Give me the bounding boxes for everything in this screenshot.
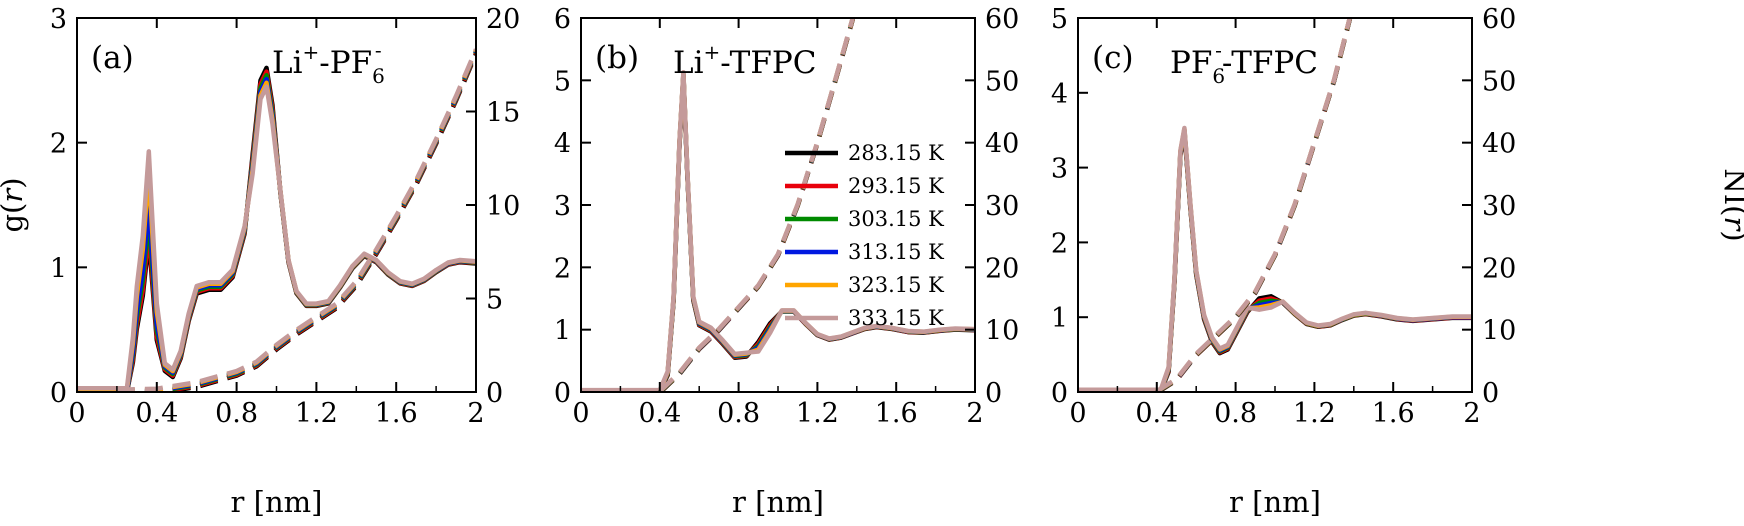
y-left-tick-label: 3: [554, 191, 571, 222]
ni-line-29315K: [116, 52, 476, 392]
legend-label: 303.15 K: [848, 207, 944, 231]
legend-label: 333.15 K: [848, 306, 944, 330]
x-tick-label: 2: [966, 398, 983, 429]
y-right-tick-label: 30: [985, 191, 1019, 222]
gr-line-33315K: [77, 84, 476, 391]
y-left-tick-label: 5: [554, 66, 571, 97]
x-tick-label: 2: [467, 398, 484, 429]
ni-line-32315K: [116, 49, 476, 392]
y-right-tick-label: 60: [1482, 4, 1516, 35]
panel-title: PF6--TFPC: [1170, 38, 1318, 88]
plot-area: [77, 48, 476, 392]
y-axis-label-right: NI(r): [1718, 168, 1744, 241]
y-right-tick-label: 10: [1482, 316, 1516, 347]
y-right-tick-label: 5: [486, 285, 503, 316]
gr-line-29315K: [581, 72, 975, 392]
ni-line-30315K: [116, 51, 476, 392]
x-tick-label: 0: [68, 398, 85, 429]
x-tick-label: 0: [572, 398, 589, 429]
plot-area: [1078, 18, 1472, 392]
gr-line-32315K: [581, 70, 975, 392]
panel-tag: (b): [595, 40, 639, 76]
panel-title: Li+-PF6-: [272, 38, 385, 88]
y-left-tick-label: 0: [554, 378, 571, 409]
panel-tag: (c): [1092, 40, 1134, 76]
y-left-tick-label: 1: [554, 316, 571, 347]
y-left-tick-label: 3: [50, 4, 67, 35]
legend-label: 313.15 K: [848, 240, 944, 264]
gr-line-29315K: [1078, 129, 1472, 392]
ni-line-33315K: [658, 18, 856, 392]
x-axis-label: r [nm]: [231, 485, 323, 519]
x-tick-label: 1.2: [1293, 398, 1336, 429]
x-tick-label: 1.2: [796, 398, 839, 429]
y-right-tick-label: 10: [985, 316, 1019, 347]
y-left-tick-label: 0: [50, 378, 67, 409]
y-left-tick-label: 6: [554, 4, 571, 35]
y-right-tick-label: 10: [486, 191, 520, 222]
y-left-tick-label: 5: [1051, 4, 1068, 35]
y-left-tick-label: 3: [1051, 154, 1068, 185]
x-tick-label: 0.4: [1135, 398, 1178, 429]
legend-label: 323.15 K: [848, 273, 944, 297]
y-right-tick-label: 15: [486, 98, 520, 129]
legend: 283.15 K 293.15 K 303.15 K 313.15 K 323.15 K…: [785, 141, 944, 330]
x-axis-label: r [nm]: [1229, 485, 1321, 519]
gr-line-30315K: [1078, 128, 1472, 392]
gr-line-28315K: [581, 73, 975, 392]
x-tick-label: 0.4: [638, 398, 681, 429]
x-tick-label: 0.8: [215, 398, 258, 429]
y-right-tick-label: 50: [985, 66, 1019, 97]
y-left-tick-label: 2: [50, 129, 67, 160]
y-right-tick-label: 20: [1482, 253, 1516, 284]
x-tick-label: 1.6: [1372, 398, 1415, 429]
x-tick-label: 2: [1463, 398, 1480, 429]
gr-line-28315K: [1078, 130, 1472, 392]
y-left-tick-label: 2: [554, 253, 571, 284]
y-left-tick-label: 1: [1051, 303, 1068, 334]
y-right-tick-label: 30: [1482, 191, 1516, 222]
gr-line-30315K: [581, 72, 975, 392]
y-right-tick-label: 40: [1482, 129, 1516, 160]
legend-label: 283.15 K: [848, 141, 944, 165]
y-left-tick-label: 4: [1051, 79, 1068, 110]
ni-line-33315K: [116, 48, 476, 392]
y-right-tick-label: 60: [985, 4, 1019, 35]
x-tick-label: 1.6: [875, 398, 918, 429]
y-left-tick-label: 1: [50, 253, 67, 284]
gr-line-33315K: [1078, 125, 1472, 392]
gr-line-33315K: [581, 69, 975, 392]
y-left-tick-label: 2: [1051, 228, 1068, 259]
ni-line-33315K: [1155, 18, 1353, 392]
x-axis-label: r [nm]: [732, 485, 824, 519]
x-tick-label: 0.8: [1214, 398, 1257, 429]
y-right-tick-label: 0: [985, 378, 1002, 409]
legend-label: 293.15 K: [848, 174, 944, 198]
gr-line-31315K: [1078, 127, 1472, 392]
x-tick-label: 1.6: [375, 398, 418, 429]
plot-area: [581, 18, 975, 392]
y-right-tick-label: 20: [486, 4, 520, 35]
y-right-tick-label: 0: [1482, 378, 1499, 409]
y-right-tick-label: 0: [486, 378, 503, 409]
y-right-tick-label: 50: [1482, 66, 1516, 97]
panel-title: Li+-TFPC: [673, 40, 816, 81]
y-left-tick-label: 4: [554, 129, 571, 160]
ni-line-31315K: [116, 50, 476, 392]
x-tick-label: 1.2: [295, 398, 338, 429]
y-right-tick-label: 20: [985, 253, 1019, 284]
ni-line-28315K: [119, 53, 476, 392]
y-right-tick-label: 40: [985, 129, 1019, 160]
panel-tag: (a): [91, 40, 134, 76]
x-tick-label: 0.4: [135, 398, 178, 429]
y-axis-label-left: g(r): [0, 177, 29, 232]
y-left-tick-label: 0: [1051, 378, 1068, 409]
x-tick-label: 0: [1069, 398, 1086, 429]
gr-line-31315K: [581, 71, 975, 392]
x-tick-label: 0.8: [717, 398, 760, 429]
